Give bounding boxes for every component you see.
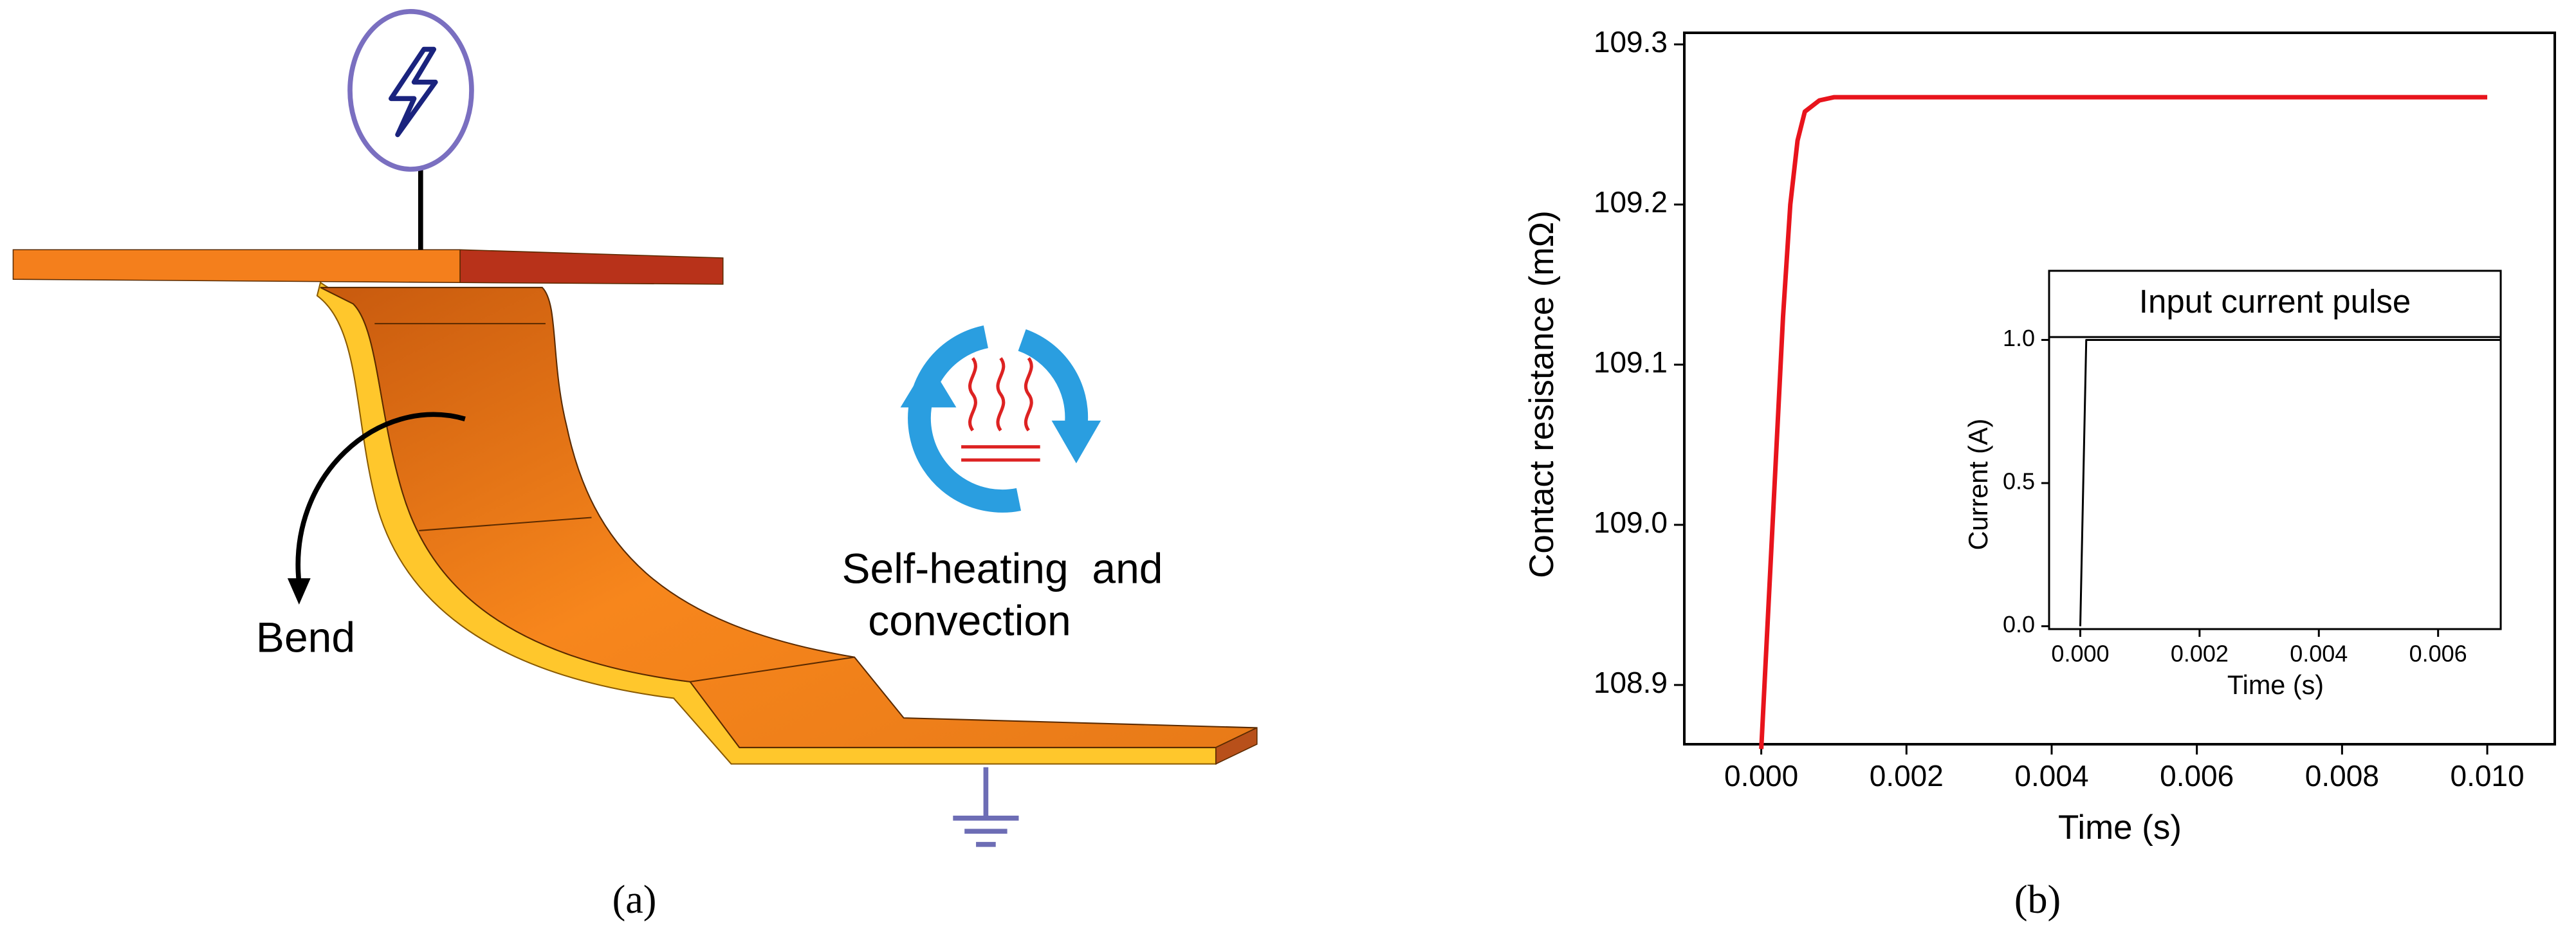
diagram	[12, 9, 1258, 847]
heat-wave	[996, 357, 1006, 432]
convection-arrowhead	[1051, 420, 1101, 464]
convection-arrowhead	[900, 361, 957, 408]
top-plate-side	[459, 249, 724, 285]
bend-label: Bend	[256, 613, 355, 661]
x-tick-label: 0.008	[2305, 759, 2379, 792]
strip-seam	[419, 517, 592, 531]
panel-label: (b)	[2014, 878, 2061, 922]
x-tick-label: 0.000	[1724, 759, 1798, 792]
x-tick-label: 0.004	[2014, 759, 2088, 792]
y-tick-label: 108.9	[1594, 666, 1668, 699]
strip-end	[1215, 727, 1258, 765]
convection-arrow	[908, 325, 1021, 513]
strip-seam	[690, 656, 855, 682]
y-tick-label: 0.5	[2003, 468, 2035, 495]
y-tick-label: 1.0	[2003, 325, 2035, 351]
inset-title: Input current pulse	[2139, 283, 2411, 320]
y-tick-label: 0.0	[2003, 611, 2035, 637]
bend-arrow	[295, 412, 466, 584]
x-tick-label: 0.004	[2290, 640, 2348, 666]
x-axis-label: Time (s)	[2058, 809, 2182, 847]
power-source	[347, 9, 474, 172]
convection-arrow	[1018, 329, 1089, 425]
x-tick-label: 0.002	[2171, 640, 2229, 666]
y-axis-label: Current (A)	[1964, 419, 1993, 551]
x-tick-label: 0.006	[2160, 759, 2234, 792]
bend-arrowhead	[287, 578, 311, 605]
convection-label: convection	[868, 596, 1071, 644]
strip-surface	[320, 286, 1258, 749]
y-axis-label: Contact resistance (mΩ)	[1523, 210, 1561, 578]
x-tick-label: 0.010	[2450, 759, 2524, 792]
heat-wave	[968, 357, 977, 432]
plot-frame	[1683, 32, 2556, 746]
y-tick-label: 109.1	[1594, 345, 1668, 379]
y-tick-label: 109.2	[1594, 185, 1668, 219]
y-tick-label: 109.3	[1594, 25, 1668, 59]
panel-label: (a)	[612, 878, 657, 922]
inset-frame	[2048, 270, 2502, 630]
y-tick-label: 109.0	[1594, 506, 1668, 539]
heating-label: Self-heating and	[842, 544, 1163, 592]
heat-wave	[1024, 357, 1033, 432]
x-tick-label: 0.002	[1870, 759, 1944, 792]
x-axis-label: Time (s)	[2227, 670, 2324, 700]
lightning-icon	[389, 46, 438, 138]
top-plate	[12, 249, 461, 284]
data-line	[2079, 338, 2501, 627]
data-line	[1759, 95, 2488, 749]
x-tick-label: 0.006	[2409, 640, 2467, 666]
x-tick-label: 0.000	[2051, 640, 2109, 666]
